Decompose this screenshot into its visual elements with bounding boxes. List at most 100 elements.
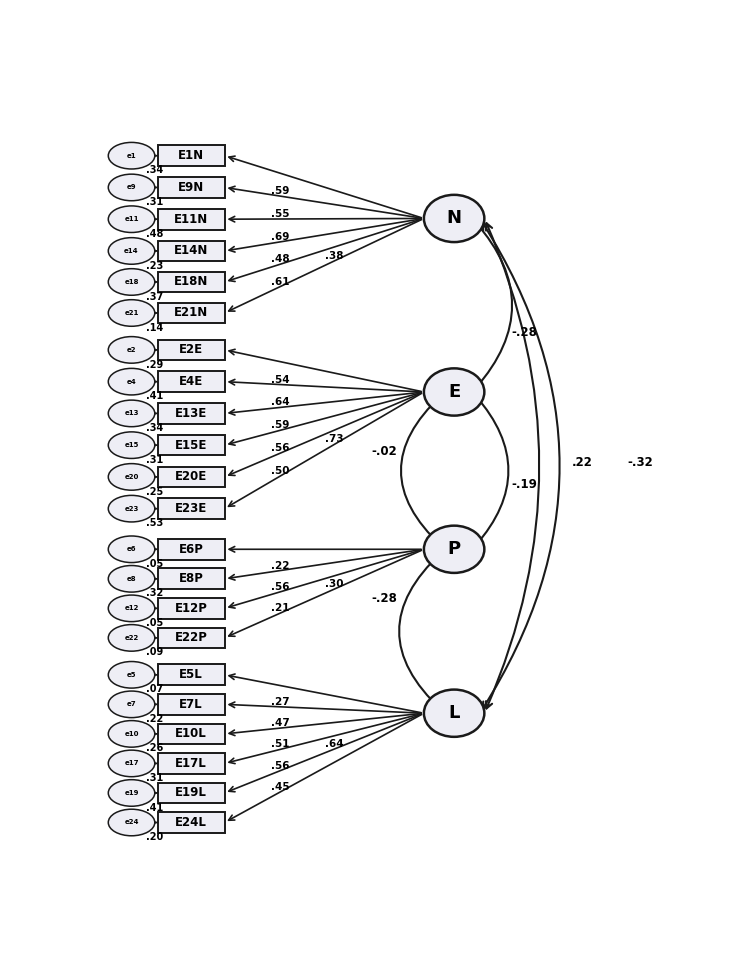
- Text: .05: .05: [146, 618, 164, 628]
- Text: E7L: E7L: [179, 698, 203, 711]
- Text: E8P: E8P: [178, 573, 203, 585]
- Text: e12: e12: [124, 605, 139, 611]
- Text: e10: e10: [124, 731, 139, 737]
- Text: .20: .20: [146, 832, 164, 842]
- FancyBboxPatch shape: [158, 209, 224, 229]
- FancyBboxPatch shape: [158, 812, 224, 832]
- Text: e1: e1: [127, 152, 136, 158]
- Ellipse shape: [108, 662, 154, 689]
- Text: E15E: E15E: [175, 438, 207, 452]
- FancyBboxPatch shape: [158, 753, 224, 774]
- Ellipse shape: [108, 432, 154, 458]
- Text: .55: .55: [271, 209, 290, 219]
- Text: .25: .25: [146, 486, 164, 497]
- Text: e4: e4: [127, 379, 136, 385]
- Text: .47: .47: [271, 718, 290, 728]
- FancyBboxPatch shape: [158, 569, 224, 589]
- Text: .37: .37: [146, 292, 164, 301]
- Text: E22P: E22P: [175, 631, 208, 644]
- Text: e15: e15: [124, 442, 139, 448]
- Text: e20: e20: [124, 474, 139, 480]
- Text: .73: .73: [325, 434, 344, 444]
- FancyBboxPatch shape: [158, 694, 224, 714]
- Text: .56: .56: [271, 760, 290, 771]
- FancyBboxPatch shape: [158, 146, 224, 166]
- FancyBboxPatch shape: [158, 271, 224, 292]
- Text: E17L: E17L: [176, 757, 207, 770]
- Ellipse shape: [108, 269, 154, 295]
- Text: e24: e24: [124, 820, 139, 826]
- Text: .34: .34: [146, 165, 164, 175]
- Text: .22: .22: [572, 456, 592, 469]
- FancyBboxPatch shape: [158, 434, 224, 456]
- Text: .14: .14: [146, 322, 164, 333]
- Text: E9N: E9N: [178, 181, 204, 194]
- Ellipse shape: [424, 368, 484, 415]
- Text: .23: .23: [146, 261, 164, 270]
- Ellipse shape: [108, 720, 154, 747]
- Text: e21: e21: [124, 310, 139, 316]
- Ellipse shape: [424, 195, 484, 242]
- Text: -.32: -.32: [627, 456, 653, 469]
- Text: e11: e11: [124, 216, 139, 222]
- FancyBboxPatch shape: [158, 665, 224, 685]
- Text: .48: .48: [271, 254, 290, 264]
- Ellipse shape: [108, 536, 154, 563]
- Ellipse shape: [108, 496, 154, 522]
- Text: .69: .69: [272, 232, 290, 242]
- Text: E19L: E19L: [176, 786, 207, 800]
- Text: e22: e22: [124, 635, 139, 641]
- Text: -.28: -.28: [511, 326, 537, 339]
- Text: .59: .59: [272, 186, 290, 197]
- Text: .59: .59: [272, 420, 290, 431]
- Text: e7: e7: [127, 701, 136, 708]
- Text: E: E: [448, 383, 460, 401]
- Text: .09: .09: [146, 647, 164, 658]
- FancyBboxPatch shape: [158, 403, 224, 424]
- FancyArrowPatch shape: [401, 395, 441, 546]
- Text: E12P: E12P: [175, 602, 208, 615]
- Text: e2: e2: [127, 347, 136, 353]
- Text: .38: .38: [325, 251, 344, 261]
- Text: .30: .30: [325, 579, 344, 589]
- Text: .51: .51: [271, 739, 290, 749]
- Text: -.28: -.28: [371, 593, 398, 605]
- Text: E18N: E18N: [174, 275, 208, 289]
- Text: E4E: E4E: [179, 375, 203, 388]
- Text: e19: e19: [124, 790, 139, 796]
- Text: .31: .31: [146, 455, 164, 465]
- Text: e5: e5: [127, 672, 136, 678]
- Ellipse shape: [108, 624, 154, 651]
- Text: .26: .26: [146, 743, 164, 754]
- Text: e17: e17: [124, 760, 139, 766]
- Text: .21: .21: [271, 603, 290, 613]
- Ellipse shape: [108, 175, 154, 200]
- Text: E21N: E21N: [174, 307, 208, 319]
- Text: e13: e13: [124, 410, 139, 416]
- Text: e23: e23: [124, 505, 139, 512]
- Text: .31: .31: [146, 197, 164, 207]
- Text: .27: .27: [271, 697, 290, 707]
- Ellipse shape: [108, 238, 154, 265]
- FancyBboxPatch shape: [158, 539, 224, 560]
- FancyBboxPatch shape: [158, 723, 224, 744]
- FancyArrowPatch shape: [476, 396, 508, 546]
- Ellipse shape: [108, 750, 154, 777]
- Text: .29: .29: [146, 360, 164, 369]
- Text: E2E: E2E: [179, 343, 203, 357]
- Text: .31: .31: [146, 773, 164, 783]
- Text: .54: .54: [271, 375, 290, 385]
- Text: E14N: E14N: [174, 245, 208, 257]
- Text: e6: e6: [127, 547, 136, 552]
- Text: .50: .50: [271, 466, 290, 476]
- Text: e9: e9: [127, 184, 136, 191]
- FancyBboxPatch shape: [158, 598, 224, 619]
- Text: E24L: E24L: [176, 816, 207, 829]
- Ellipse shape: [108, 595, 154, 621]
- Ellipse shape: [424, 690, 484, 737]
- Text: -.19: -.19: [511, 478, 537, 491]
- Ellipse shape: [424, 526, 484, 573]
- Text: .34: .34: [146, 423, 164, 433]
- FancyBboxPatch shape: [158, 339, 224, 361]
- FancyBboxPatch shape: [158, 499, 224, 519]
